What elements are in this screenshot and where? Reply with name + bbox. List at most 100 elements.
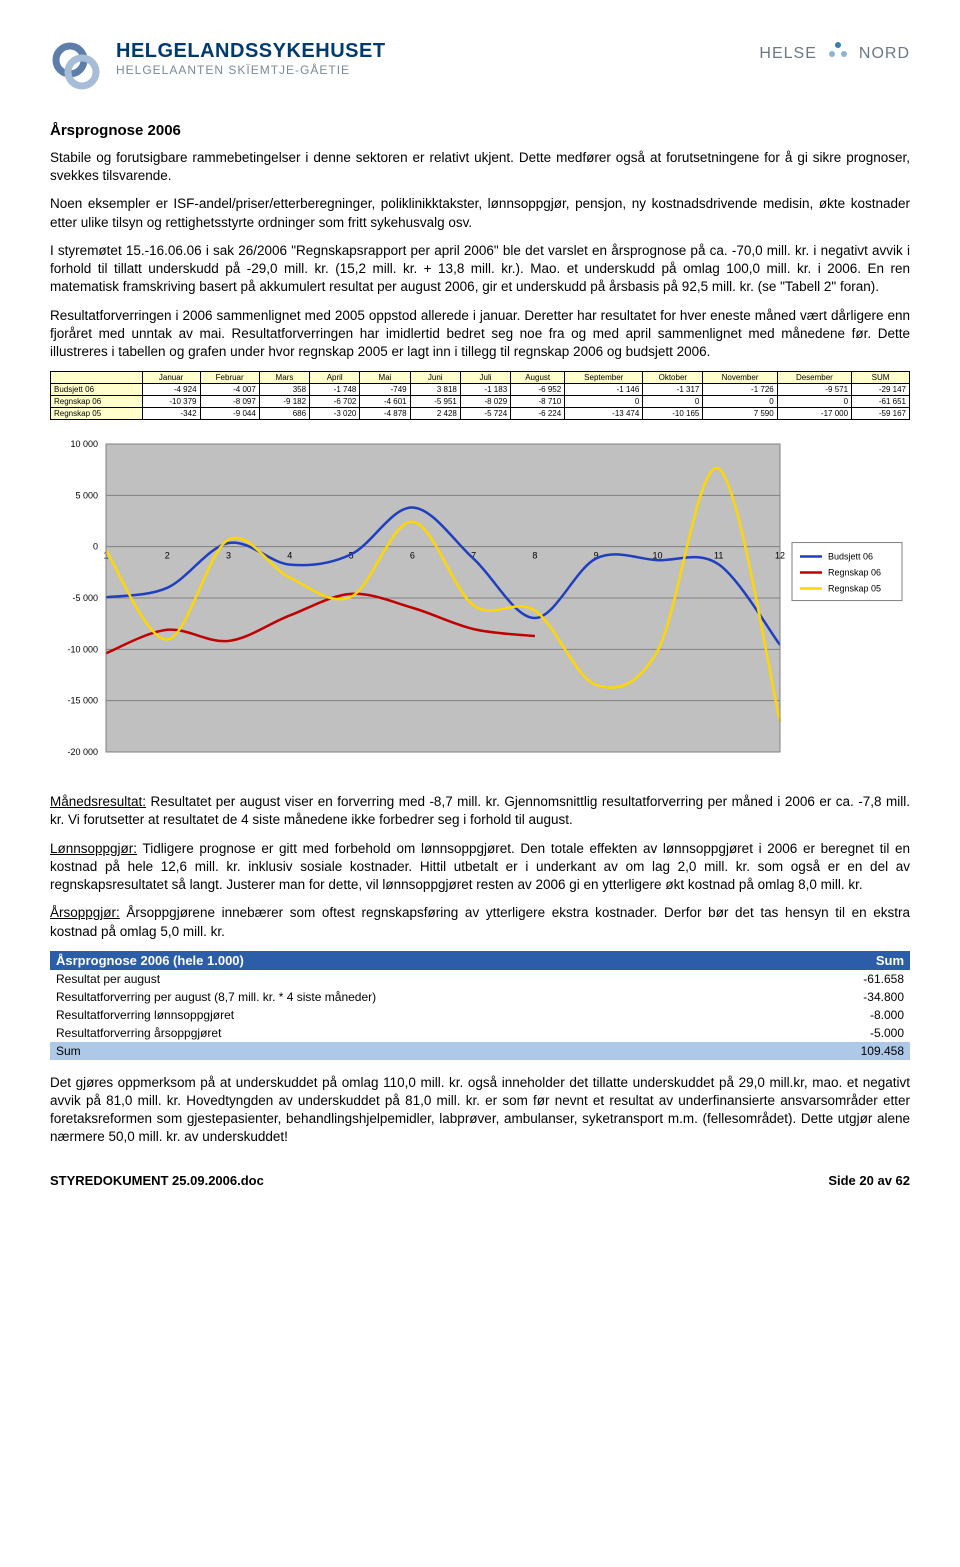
p5-text: Resultatet per august viser en forverrin… [50, 794, 910, 827]
row-label: Regnskap 05 [51, 408, 143, 420]
brand-helse: HELSE [759, 45, 816, 63]
data-cell: -1 317 [643, 384, 703, 396]
svg-text:3: 3 [226, 551, 231, 561]
prognose-label: Resultatforverring årsoppgjøret [50, 1024, 787, 1042]
monthly-data-table: JanuarFebruarMarsAprilMaiJuniJuliAugustS… [50, 371, 910, 420]
month-col-header: August [511, 372, 565, 384]
month-col-header: Mai [360, 372, 410, 384]
svg-text:-20 000: -20 000 [67, 747, 98, 757]
month-col-header: November [703, 372, 777, 384]
svg-text:10 000: 10 000 [70, 439, 98, 449]
data-cell: -1 183 [460, 384, 510, 396]
data-cell: -749 [360, 384, 410, 396]
data-cell: -6 702 [310, 396, 360, 408]
prognose-title: Åsrprognose 2006 (hele 1.000) [50, 951, 787, 970]
section-title: Årsprognose 2006 [50, 122, 910, 139]
p7-lead: Årsoppgjør: [50, 905, 120, 920]
paragraph-3: I styremøtet 15.-16.06.06 i sak 26/2006 … [50, 242, 910, 297]
data-cell: -8 097 [200, 396, 259, 408]
paragraph-8: Det gjøres oppmerksom på at underskuddet… [50, 1074, 910, 1147]
data-cell: -29 147 [852, 384, 910, 396]
prognose-value: -34.800 [787, 988, 910, 1006]
data-cell: 7 590 [703, 408, 777, 420]
svg-text:-10 000: -10 000 [67, 645, 98, 655]
data-cell: -10 165 [643, 408, 703, 420]
footer-right: Side 20 av 62 [828, 1173, 910, 1188]
data-cell: -4 878 [360, 408, 410, 420]
data-cell: 0 [777, 396, 851, 408]
row-label: Regnskap 06 [51, 396, 143, 408]
data-cell: -6 952 [511, 384, 565, 396]
paragraph-2: Noen eksempler er ISF-andel/priser/etter… [50, 195, 910, 231]
data-cell: -9 182 [259, 396, 309, 408]
org-name-block: HELGELANDSSYKEHUSET HELGELAANTEN SKÏEMTJ… [116, 40, 386, 77]
svg-text:5 000: 5 000 [75, 491, 98, 501]
prognose-table: Åsrprognose 2006 (hele 1.000) Sum Result… [50, 951, 910, 1060]
p6-text: Tidligere prognose er gitt med forbehold… [50, 841, 910, 892]
paragraph-1: Stabile og forutsigbare rammebetingelser… [50, 149, 910, 185]
data-cell: -5 951 [410, 396, 460, 408]
data-cell: 358 [259, 384, 309, 396]
data-cell: 0 [643, 396, 703, 408]
prognose-label: Resultat per august [50, 970, 787, 988]
prognose-title-right: Sum [787, 951, 910, 970]
data-cell: -59 167 [852, 408, 910, 420]
svg-text:8: 8 [532, 551, 537, 561]
page-header: HELGELANDSSYKEHUSET HELGELAANTEN SKÏEMTJ… [50, 40, 910, 92]
month-col-header: Januar [142, 372, 200, 384]
month-col-header: Desember [777, 372, 851, 384]
data-cell: -4 007 [200, 384, 259, 396]
data-cell: -8 029 [460, 396, 510, 408]
paragraph-4: Resultatforverringen i 2006 sammenlignet… [50, 307, 910, 362]
prognose-value: -5.000 [787, 1024, 910, 1042]
org-main-name: HELGELANDSSYKEHUSET [116, 40, 386, 63]
prognose-value: -61.658 [787, 970, 910, 988]
svg-text:Regnskap 05: Regnskap 05 [828, 584, 881, 594]
prognose-row: Resultatforverring per august (8,7 mill.… [50, 988, 910, 1006]
data-cell: -9 044 [200, 408, 259, 420]
org-sub-name: HELGELAANTEN SKÏEMTJE-GÅETIE [116, 63, 386, 77]
org-logo-icon [50, 40, 102, 92]
paragraph-7: Årsoppgjør: Årsoppgjørene innebærer som … [50, 904, 910, 940]
month-col-header: Oktober [643, 372, 703, 384]
svg-text:6: 6 [410, 551, 415, 561]
p6-lead: Lønnsoppgjør: [50, 841, 137, 856]
month-col-header: Februar [200, 372, 259, 384]
svg-text:2: 2 [165, 551, 170, 561]
data-cell: -61 651 [852, 396, 910, 408]
data-cell: -1 748 [310, 384, 360, 396]
svg-text:0: 0 [93, 542, 98, 552]
month-col-header: Juni [410, 372, 460, 384]
data-cell: -4 924 [142, 384, 200, 396]
prognose-row: Resultatforverring årsoppgjøret-5.000 [50, 1024, 910, 1042]
svg-text:Regnskap 06: Regnskap 06 [828, 568, 881, 578]
data-cell: -1 726 [703, 384, 777, 396]
table-row: Regnskap 05-342-9 044686-3 020-4 8782 42… [51, 408, 910, 420]
p7-text: Årsoppgjørene innebærer som oftest regns… [50, 905, 910, 938]
p5-lead: Månedsresultat: [50, 794, 146, 809]
month-col-header: April [310, 372, 360, 384]
data-cell: -4 601 [360, 396, 410, 408]
data-cell: -13 474 [565, 408, 643, 420]
prognose-row: Resultat per august-61.658 [50, 970, 910, 988]
data-cell: -8 710 [511, 396, 565, 408]
data-cell: -17 000 [777, 408, 851, 420]
data-cell: -1 146 [565, 384, 643, 396]
brand-nord: NORD [859, 45, 910, 63]
data-cell: -10 379 [142, 396, 200, 408]
dots-icon [827, 40, 849, 67]
month-col-header: SUM [852, 372, 910, 384]
prognose-sum-row: Sum 109.458 [50, 1042, 910, 1060]
month-col-header: Juli [460, 372, 510, 384]
data-cell: -9 571 [777, 384, 851, 396]
prognose-row: Resultatforverring lønnsoppgjøret-8.000 [50, 1006, 910, 1024]
data-cell: -6 224 [511, 408, 565, 420]
svg-text:-15 000: -15 000 [67, 696, 98, 706]
table-row: Budsjett 06-4 924-4 007358-1 748-7493 81… [51, 384, 910, 396]
month-col-header: September [565, 372, 643, 384]
data-cell: 2 428 [410, 408, 460, 420]
data-cell: -5 724 [460, 408, 510, 420]
table-row: Regnskap 06-10 379-8 097-9 182-6 702-4 6… [51, 396, 910, 408]
svg-text:11: 11 [714, 551, 723, 561]
svg-text:4: 4 [287, 551, 292, 561]
